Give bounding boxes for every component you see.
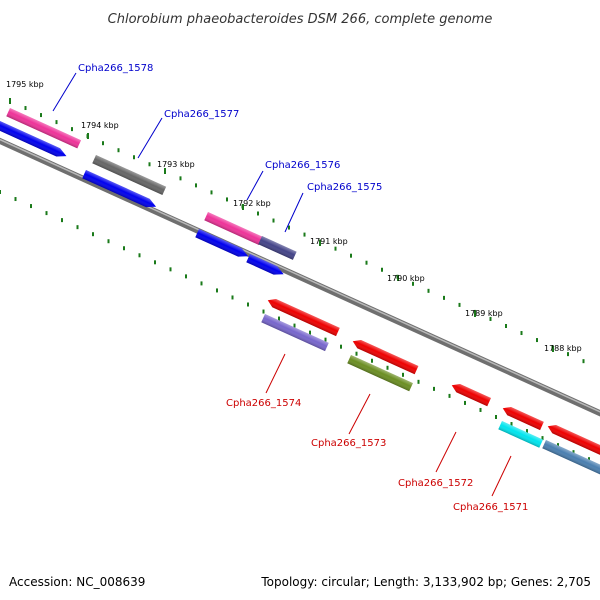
feature-shade bbox=[352, 340, 419, 375]
scale-tick: 1789 kbp bbox=[465, 309, 503, 318]
feature-shade bbox=[82, 170, 157, 208]
leader-line bbox=[284, 192, 304, 233]
scale-ticks: 1795 kbp 1794 kbp 1793 kbp 1792 kbp 1791… bbox=[6, 80, 582, 353]
genome-summary-text: Topology: circular; Length: 3,133,902 bp… bbox=[260, 575, 591, 589]
gene-feature[interactable] bbox=[92, 155, 167, 196]
gene-feature[interactable] bbox=[82, 170, 158, 211]
leader-line bbox=[52, 72, 77, 112]
feature-shade bbox=[204, 212, 263, 245]
reverse-strand-features bbox=[261, 296, 600, 478]
leader-line bbox=[246, 170, 264, 201]
feature-shade bbox=[0, 116, 67, 157]
tick-label: 1794 kbp bbox=[81, 121, 119, 130]
gene-feature[interactable] bbox=[351, 337, 419, 375]
feature-shade bbox=[347, 355, 413, 392]
leader-line bbox=[435, 431, 457, 473]
scale-tick: 1790 kbp bbox=[387, 274, 425, 283]
inner-tick-track bbox=[0, 190, 590, 462]
outer-tick-track bbox=[9, 99, 585, 364]
gene-feature[interactable] bbox=[498, 421, 543, 448]
accession-text: Accession: NC_008639 bbox=[9, 575, 145, 589]
gene-label-reverse[interactable]: Cpha266_1574 bbox=[226, 398, 301, 409]
tick-label: 1792 kbp bbox=[233, 199, 271, 208]
scale-tick: 1788 kbp bbox=[544, 344, 582, 353]
gene-feature[interactable] bbox=[501, 404, 544, 431]
gene-feature[interactable] bbox=[542, 440, 600, 478]
feature-shade bbox=[6, 108, 82, 149]
leader-line bbox=[265, 353, 286, 394]
scale-tick: 1794 kbp bbox=[81, 121, 119, 139]
leader-line bbox=[348, 393, 371, 435]
feature-shade bbox=[246, 254, 284, 275]
leader-line bbox=[491, 455, 512, 497]
gene-feature[interactable] bbox=[246, 254, 285, 278]
feature-shade bbox=[261, 314, 329, 352]
tick-label: 1793 kbp bbox=[157, 160, 195, 169]
gene-label-forward[interactable]: Cpha266_1578 bbox=[78, 63, 153, 74]
feature-shade bbox=[92, 155, 167, 196]
gene-label-reverse[interactable]: Cpha266_1571 bbox=[453, 502, 528, 513]
tick-label: 1788 kbp bbox=[544, 344, 582, 353]
gene-feature[interactable] bbox=[204, 212, 263, 245]
gene-feature[interactable] bbox=[0, 116, 68, 160]
gene-feature[interactable] bbox=[261, 314, 329, 352]
feature-shade bbox=[547, 425, 600, 458]
feature-shade bbox=[195, 229, 249, 257]
gene-label-reverse[interactable]: Cpha266_1572 bbox=[398, 478, 473, 489]
gene-feature[interactable] bbox=[6, 108, 82, 149]
leader-line bbox=[137, 117, 163, 159]
gene-feature[interactable] bbox=[258, 236, 297, 260]
scale-tick: 1791 kbp bbox=[310, 237, 348, 246]
gene-label-reverse[interactable]: Cpha266_1573 bbox=[311, 438, 386, 449]
feature-shade bbox=[542, 440, 600, 478]
feature-shade bbox=[267, 299, 340, 337]
feature-shade bbox=[498, 421, 543, 448]
leader-lines bbox=[52, 72, 512, 497]
tick-label: 1790 kbp bbox=[387, 274, 425, 283]
scale-tick: 1795 kbp bbox=[6, 80, 44, 104]
gene-feature[interactable] bbox=[266, 296, 340, 337]
gene-feature[interactable] bbox=[195, 229, 250, 260]
scale-tick: 1793 kbp bbox=[157, 160, 195, 174]
tick-label: 1795 kbp bbox=[6, 80, 44, 89]
tick-label: 1789 kbp bbox=[465, 309, 503, 318]
gene-feature[interactable] bbox=[347, 355, 413, 392]
feature-shade bbox=[502, 407, 544, 431]
map-title: Chlorobium phaeobacteroides DSM 266, com… bbox=[108, 12, 493, 27]
gene-label-forward[interactable]: Cpha266_1577 bbox=[164, 109, 239, 120]
gene-labels: Cpha266_1578 Cpha266_1577 Cpha266_1576 C… bbox=[78, 63, 528, 513]
feature-shade bbox=[451, 384, 491, 407]
scale-tick: 1792 kbp bbox=[233, 199, 271, 210]
forward-strand-features bbox=[0, 108, 297, 278]
tick-label: 1791 kbp bbox=[310, 237, 348, 246]
gene-feature[interactable] bbox=[546, 422, 600, 458]
gene-label-forward[interactable]: Cpha266_1576 bbox=[265, 160, 340, 171]
feature-shade bbox=[258, 236, 297, 260]
gene-label-forward[interactable]: Cpha266_1575 bbox=[307, 182, 382, 193]
gene-feature[interactable] bbox=[450, 381, 491, 407]
